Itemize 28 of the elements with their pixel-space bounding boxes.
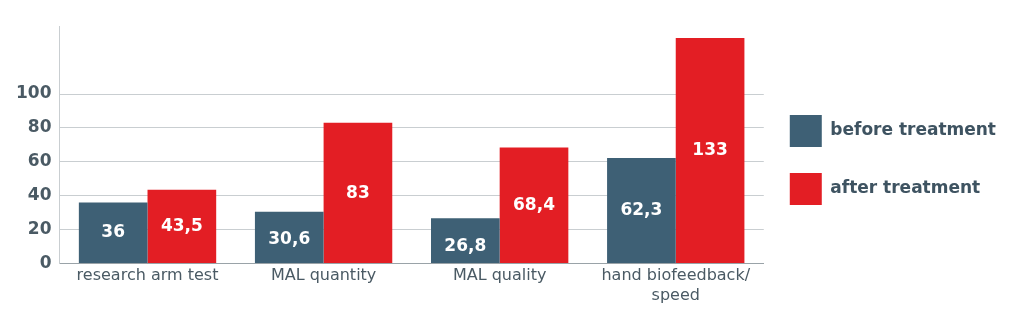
data-label: 30,6 [268, 228, 311, 249]
y-tick-label: 100 [15, 82, 52, 103]
data-label: 43,5 [160, 215, 203, 236]
bar [254, 211, 324, 264]
legend-label: after treatment [830, 177, 981, 198]
data-label: 26,8 [444, 234, 487, 255]
bar [78, 202, 148, 264]
data-label: 133 [692, 139, 728, 160]
legend-label: before treatment [830, 119, 996, 140]
y-tick-label: 0 [39, 252, 52, 273]
y-tick-label: 40 [27, 184, 52, 205]
bar [147, 189, 217, 264]
bar [431, 218, 500, 264]
y-tick-label: 80 [27, 116, 52, 137]
x-tick-label: MAL quantity [270, 265, 377, 285]
x-tick-label: hand biofeedback/ speed [601, 265, 751, 304]
y-tick-label: 60 [27, 150, 52, 171]
bar [607, 157, 676, 264]
data-label: 62,3 [620, 199, 663, 220]
bar [323, 122, 393, 264]
y-tick-label: 20 [27, 218, 52, 239]
bar [499, 147, 569, 264]
data-label: 83 [346, 181, 370, 202]
data-label: 68,4 [513, 194, 556, 215]
x-tick-label: research arm test [76, 265, 219, 285]
bar [675, 38, 745, 264]
data-label: 36 [101, 221, 126, 242]
x-tick-label: MAL quality [452, 265, 547, 285]
